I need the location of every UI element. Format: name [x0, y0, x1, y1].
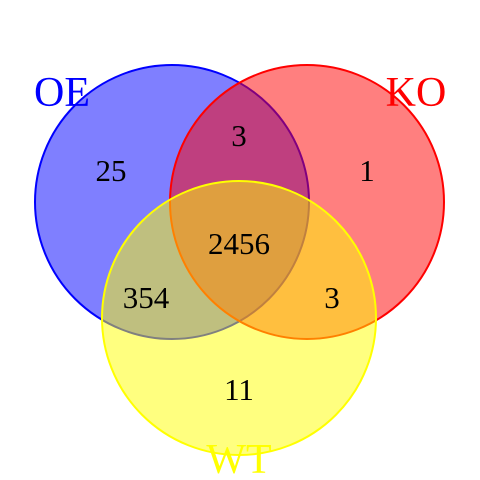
wt-circle — [101, 180, 377, 456]
oe-ko-wt-count: 2456 — [208, 226, 270, 261]
wt-set-label: WT — [206, 437, 271, 480]
wt-only-count: 11 — [224, 372, 254, 407]
ko-wt-count: 3 — [324, 280, 340, 315]
ko-only-count: 1 — [359, 153, 375, 188]
oe-only-count: 25 — [96, 153, 127, 188]
oe-wt-count: 354 — [123, 280, 170, 315]
ko-set-label: KO — [386, 70, 447, 116]
oe-set-label: OE — [34, 70, 90, 116]
oe-ko-count: 3 — [231, 118, 247, 153]
